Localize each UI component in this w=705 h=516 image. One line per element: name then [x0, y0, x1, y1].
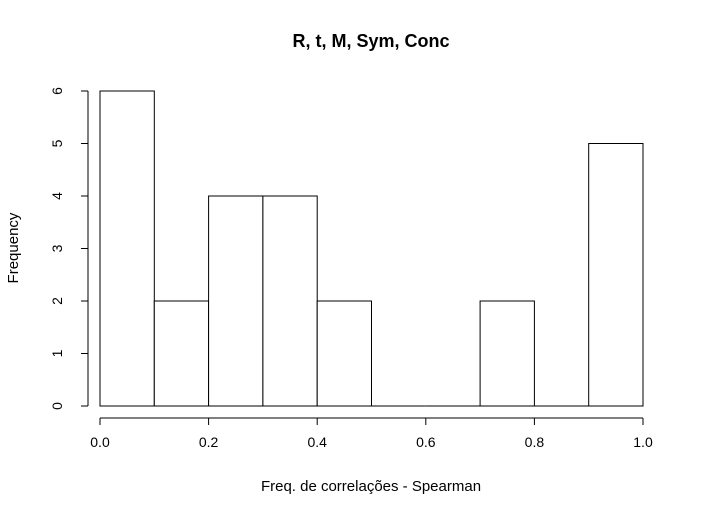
x-axis: 0.0 0.2 0.4 0.6 0.8 1.0 — [90, 417, 653, 450]
x-axis-label: Freq. de correlações - Spearman — [261, 478, 481, 495]
histogram-bar — [262, 195, 318, 407]
x-tick-label: 1.0 — [633, 434, 653, 450]
x-tick-label: 0.2 — [199, 434, 219, 450]
y-axis: 0 1 2 3 4 5 6 — [49, 87, 89, 410]
histogram-bar — [99, 90, 155, 407]
histogram-bar — [316, 300, 373, 407]
x-tick-label: 0.8 — [525, 434, 545, 450]
y-tick-label: 4 — [49, 192, 65, 200]
x-tick-label: 0.4 — [307, 434, 327, 450]
y-tick-label: 3 — [49, 244, 65, 252]
y-axis-label: Frequency — [5, 212, 22, 283]
y-tick-label: 1 — [49, 349, 65, 357]
y-tick-label: 6 — [49, 87, 65, 95]
y-tick-label: 2 — [49, 297, 65, 305]
histogram-bar — [153, 300, 210, 407]
y-tick-label: 5 — [49, 139, 65, 147]
histogram-bar — [479, 300, 535, 407]
x-tick-label: 0.6 — [416, 434, 436, 450]
x-tick-label: 0.0 — [90, 434, 110, 450]
y-tick-label: 0 — [49, 402, 65, 410]
histogram-bar — [208, 195, 264, 407]
chart-title: R, t, M, Sym, Conc — [292, 31, 449, 51]
histogram-bar — [588, 143, 644, 407]
bars-group — [99, 90, 644, 407]
